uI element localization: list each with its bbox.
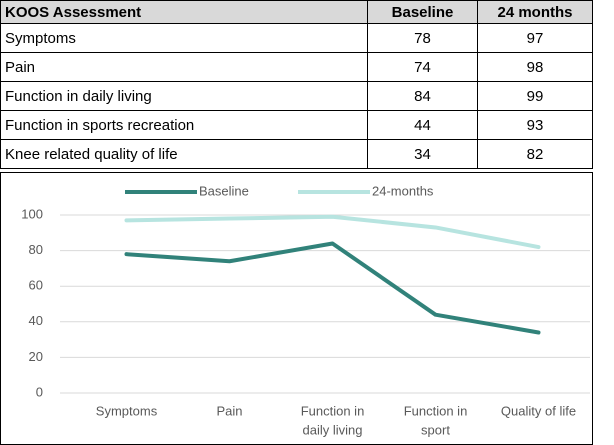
table-cell: Pain <box>0 52 368 82</box>
series-line <box>124 241 541 335</box>
chart: 0 20 40 60 80 100 Symptoms Pain Function in daily… <box>0 172 593 445</box>
table-cell: 84 <box>367 81 478 111</box>
y-tick-label: 80 <box>29 242 43 257</box>
table-cell: 98 <box>477 52 593 82</box>
x-tick-label: sport <box>421 422 450 437</box>
x-tick-label: Function in <box>404 403 468 418</box>
y-tick-label: 60 <box>29 278 43 293</box>
legend-label: 24-months <box>372 183 434 198</box>
table-cell: 74 <box>367 52 478 82</box>
y-tick-label: 40 <box>29 313 43 328</box>
koos-table: KOOS Assessment Baseline 24 months Symptoms… <box>0 0 593 169</box>
header-cell: KOOS Assessment <box>0 0 368 24</box>
table-cell: Function in daily living <box>0 81 368 111</box>
table-cell: Knee related quality of life <box>0 139 368 169</box>
table-cell: 44 <box>367 110 478 140</box>
series-line <box>124 214 541 250</box>
table-row: Function in sports recreation 44 93 <box>0 110 593 140</box>
y-tick-label: 100 <box>21 206 43 221</box>
table-row: Function in daily living 84 99 <box>0 81 593 111</box>
table-cell: 97 <box>477 23 593 53</box>
y-tick-label: 0 <box>36 384 43 399</box>
x-tick-label: Quality of life <box>501 403 576 418</box>
y-tick-label: 20 <box>29 349 43 364</box>
table-cell: Function in sports recreation <box>0 110 368 140</box>
table-cell: 93 <box>477 110 593 140</box>
table-cell: 82 <box>477 139 593 169</box>
header-cell: Baseline <box>367 0 478 24</box>
x-tick-label: daily living <box>303 422 363 437</box>
table-cell: 34 <box>367 139 478 169</box>
x-tick-label: Function in <box>301 403 365 418</box>
table-cell: 78 <box>367 23 478 53</box>
header-cell: 24 months <box>477 0 593 24</box>
table-row: Symptoms 78 97 <box>0 23 593 53</box>
x-tick-label: Pain <box>216 403 242 418</box>
table-cell: 99 <box>477 81 593 111</box>
table-row: Knee related quality of life 34 82 <box>0 139 593 169</box>
x-tick-label: Symptoms <box>96 403 158 418</box>
table-row: Pain 74 98 <box>0 52 593 82</box>
table-cell: Symptoms <box>0 23 368 53</box>
legend-label: Baseline <box>199 183 249 198</box>
header-row: KOOS Assessment Baseline 24 months <box>0 0 593 24</box>
